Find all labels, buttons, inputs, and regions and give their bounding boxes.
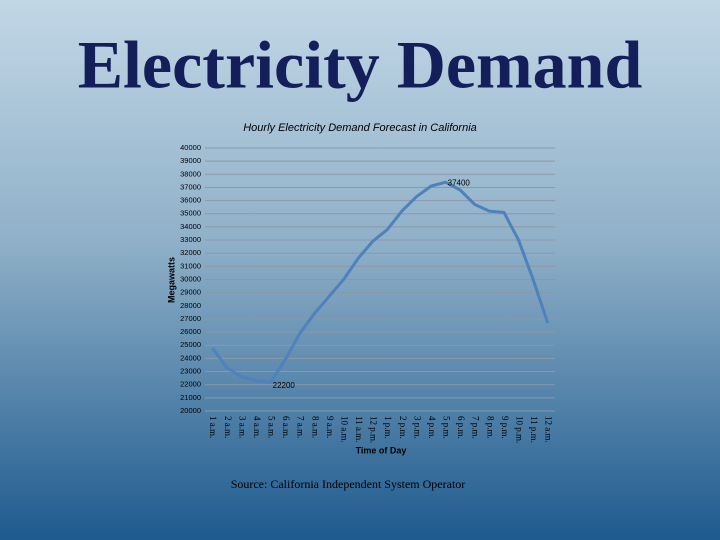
x-tick-label: 7 p.m. [471,416,481,439]
y-tick-label: 30000 [180,274,201,283]
x-tick-label: 4 a.m. [252,416,262,438]
x-tick-label: 4 p.m. [427,416,437,439]
chart-title: Hourly Electricity Demand Forecast in Ca… [243,122,477,134]
y-tick-label: 29000 [180,288,201,297]
x-tick-label: 11 p.m. [529,416,539,443]
x-tick-label: 9 a.m. [325,416,335,438]
x-tick-label: 1 a.m. [208,416,218,438]
x-tick-label: 5 a.m. [267,416,277,438]
x-tick-label: 10 p.m. [514,416,524,443]
x-tick-label: 2 a.m. [223,416,233,438]
data-label: 22200 [273,381,296,390]
y-tick-label: 28000 [180,301,201,310]
y-tick-label: 32000 [180,248,201,257]
x-tick-label: 12 p.m. [369,416,379,443]
y-tick-label: 37000 [180,182,201,191]
y-tick-label: 39000 [180,156,201,165]
slide-title: Electricity Demand [78,27,643,103]
y-tick-label: 38000 [180,169,201,178]
y-tick-label: 22000 [180,380,201,389]
y-tick-label: 20000 [180,406,201,415]
x-tick-label: 6 p.m. [456,416,466,439]
y-tick-label: 40000 [180,143,201,152]
y-tick-label: 33000 [180,235,201,244]
x-tick-label: 3 a.m. [237,416,247,438]
x-tick-label: 3 p.m. [412,416,422,439]
y-tick-label: 26000 [180,327,201,336]
x-tick-label: 8 a.m. [310,416,320,438]
y-tick-label: 23000 [180,367,201,376]
x-tick-label: 6 a.m. [281,416,291,438]
x-tick-label: 10 a.m. [339,416,349,443]
y-tick-label: 35000 [180,209,201,218]
y-tick-label: 21000 [180,393,201,402]
y-tick-label: 24000 [180,353,201,362]
y-tick-label: 34000 [180,222,201,231]
x-tick-label: 8 p.m. [485,416,495,439]
y-tick-label: 27000 [180,314,201,323]
x-tick-label: 9 p.m. [500,416,510,439]
y-axis-label: Megawatts [166,257,176,303]
x-tick-label: 11 a.m. [354,416,364,442]
x-tick-label: 1 p.m. [383,416,393,439]
x-tick-label: 7 a.m. [296,416,306,438]
data-label: 37400 [448,178,471,187]
source: Source: California Independent System Op… [231,477,466,491]
y-tick-label: 31000 [180,261,201,270]
y-tick-label: 25000 [180,340,201,349]
x-tick-label: 5 p.m. [442,416,452,439]
x-tick-label: 12 a.m. [544,416,554,443]
line [211,180,550,384]
x-axis-label: Time of Day [356,445,407,455]
x-tick-label: 2 p.m. [398,416,408,439]
y-tick-label: 36000 [180,196,201,205]
